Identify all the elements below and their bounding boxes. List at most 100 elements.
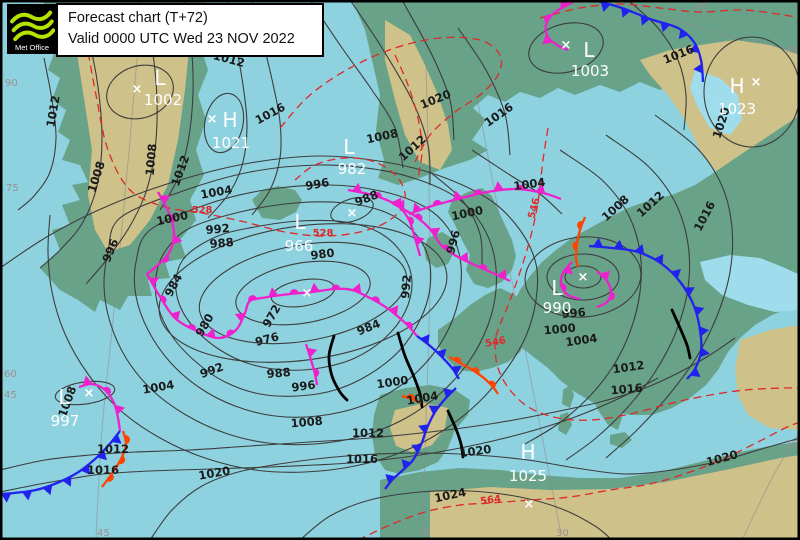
isobar-line	[524, 149, 642, 445]
isobar-label: 988	[266, 365, 291, 381]
pressure-centers: L1002×H1021×L982×L966×L1003×H1023×L990×L…	[51, 38, 762, 512]
isobar-label: 1012	[352, 426, 384, 440]
isobar-line	[106, 64, 174, 120]
isobar-line	[149, 437, 800, 540]
graticule-label: 45	[694, 2, 707, 13]
isobar-label: 1000	[155, 208, 189, 228]
isobar-line	[703, 36, 800, 148]
thickness-line	[357, 421, 800, 540]
isobar-label: 1016	[482, 100, 516, 130]
warm-front	[572, 216, 587, 268]
occluded-front	[408, 181, 562, 216]
pressure-center-letter: H	[222, 108, 237, 132]
graticule-label: 15	[418, 528, 431, 539]
graticule-label: 45	[97, 528, 110, 539]
isobar-label: 1012	[97, 442, 129, 456]
thickness-line	[85, 39, 406, 237]
thickness-label: 564	[480, 494, 502, 508]
thickness-label: 528	[313, 228, 334, 239]
isobar-line	[429, 171, 483, 269]
occluded-front	[391, 199, 511, 283]
pressure-center-cross: ×	[132, 82, 143, 97]
isobar-line	[349, 0, 431, 186]
isobar-line	[564, 265, 602, 289]
troughs-layer	[327, 308, 692, 459]
cold-front	[0, 430, 122, 503]
pressure-center-l966: L 966 ×	[285, 210, 314, 301]
warm-front	[101, 430, 131, 488]
isobar-line	[54, 380, 116, 406]
trough-line	[396, 331, 424, 409]
isobar-line	[330, 196, 374, 224]
pressure-center-letter: L	[343, 135, 355, 159]
isobar-label: 1004	[141, 377, 175, 396]
isobar-line	[198, 241, 408, 345]
graticule-label: 45	[786, 45, 799, 56]
isobar-label: 992	[205, 221, 230, 237]
isobar-line	[17, 57, 57, 211]
isobar-label: 1016	[610, 381, 643, 398]
graticule-label: 75	[6, 183, 19, 194]
pressure-center-h1021: H 1021 ×	[207, 108, 251, 152]
logo-text: Met Office	[14, 43, 50, 52]
met-office-waves-icon	[10, 10, 55, 42]
thickness-line	[539, 3, 800, 19]
pressure-center-cross: ×	[347, 206, 358, 221]
isobar-label: 1008	[143, 143, 160, 176]
cold-front	[384, 387, 457, 490]
isobar-label: 992	[198, 360, 225, 381]
chart-valid-time: Valid 0000 UTC Wed 23 NOV 2022	[68, 31, 295, 48]
isobar-line	[299, 490, 613, 540]
occluded-front	[304, 343, 320, 386]
pressure-center-cross: ×	[524, 497, 535, 512]
chart-title: Forecast chart (T+72)	[68, 10, 208, 26]
isobar-line	[528, 22, 604, 74]
occluded-front	[78, 375, 126, 432]
isobar-label: 1016	[346, 452, 378, 466]
isobar-label: 1000	[450, 203, 484, 223]
graticule-label: 60	[4, 369, 17, 380]
isobar-label: 984	[355, 316, 383, 338]
isobar-line	[154, 201, 432, 397]
pressure-center-cross: ×	[207, 112, 218, 127]
pressure-center-letter: L	[583, 38, 595, 62]
thickness-label: 546	[527, 197, 543, 220]
isobar-line	[401, 0, 455, 141]
isobar-line	[0, 155, 539, 473]
pressure-center-value: 966	[285, 237, 314, 255]
pressure-center-cross: ×	[578, 270, 589, 285]
trough-line	[327, 334, 349, 402]
pressure-center-value: 982	[338, 160, 367, 178]
isobar-line	[133, 184, 462, 418]
fronts-layer	[0, 0, 710, 503]
isobar-label: 1012	[612, 358, 646, 376]
cold-front	[416, 334, 462, 380]
isobar-label: 996	[291, 377, 317, 394]
pressure-center-cross: ×	[561, 38, 572, 53]
pressure-center-value: 1021	[212, 134, 250, 152]
pressure-center-letter: H	[520, 440, 535, 464]
isobar-label: 996	[304, 175, 330, 193]
pressure-center-cross: ×	[751, 75, 762, 90]
isobar-line	[309, 0, 404, 169]
pressure-center-value: 997	[51, 412, 80, 430]
pressure-center-h1025: H 1025 ×	[509, 440, 547, 512]
isobar-line	[235, 260, 371, 326]
graticule-label: 30	[556, 528, 569, 539]
isobar-label: 1004	[565, 331, 599, 349]
cold-front	[588, 237, 710, 380]
isobar-label: 972	[259, 302, 283, 330]
met-office-logo: Met Office	[7, 4, 57, 54]
thickness-line	[494, 127, 800, 421]
isobar-line	[270, 278, 336, 308]
isobar-label: 996	[443, 229, 463, 256]
trough-line	[446, 409, 465, 459]
pressure-center-l997: L 997 ×	[51, 385, 95, 430]
isobar-label: 992	[398, 274, 414, 299]
isobar-line	[175, 219, 413, 371]
occluded-front	[347, 182, 425, 257]
